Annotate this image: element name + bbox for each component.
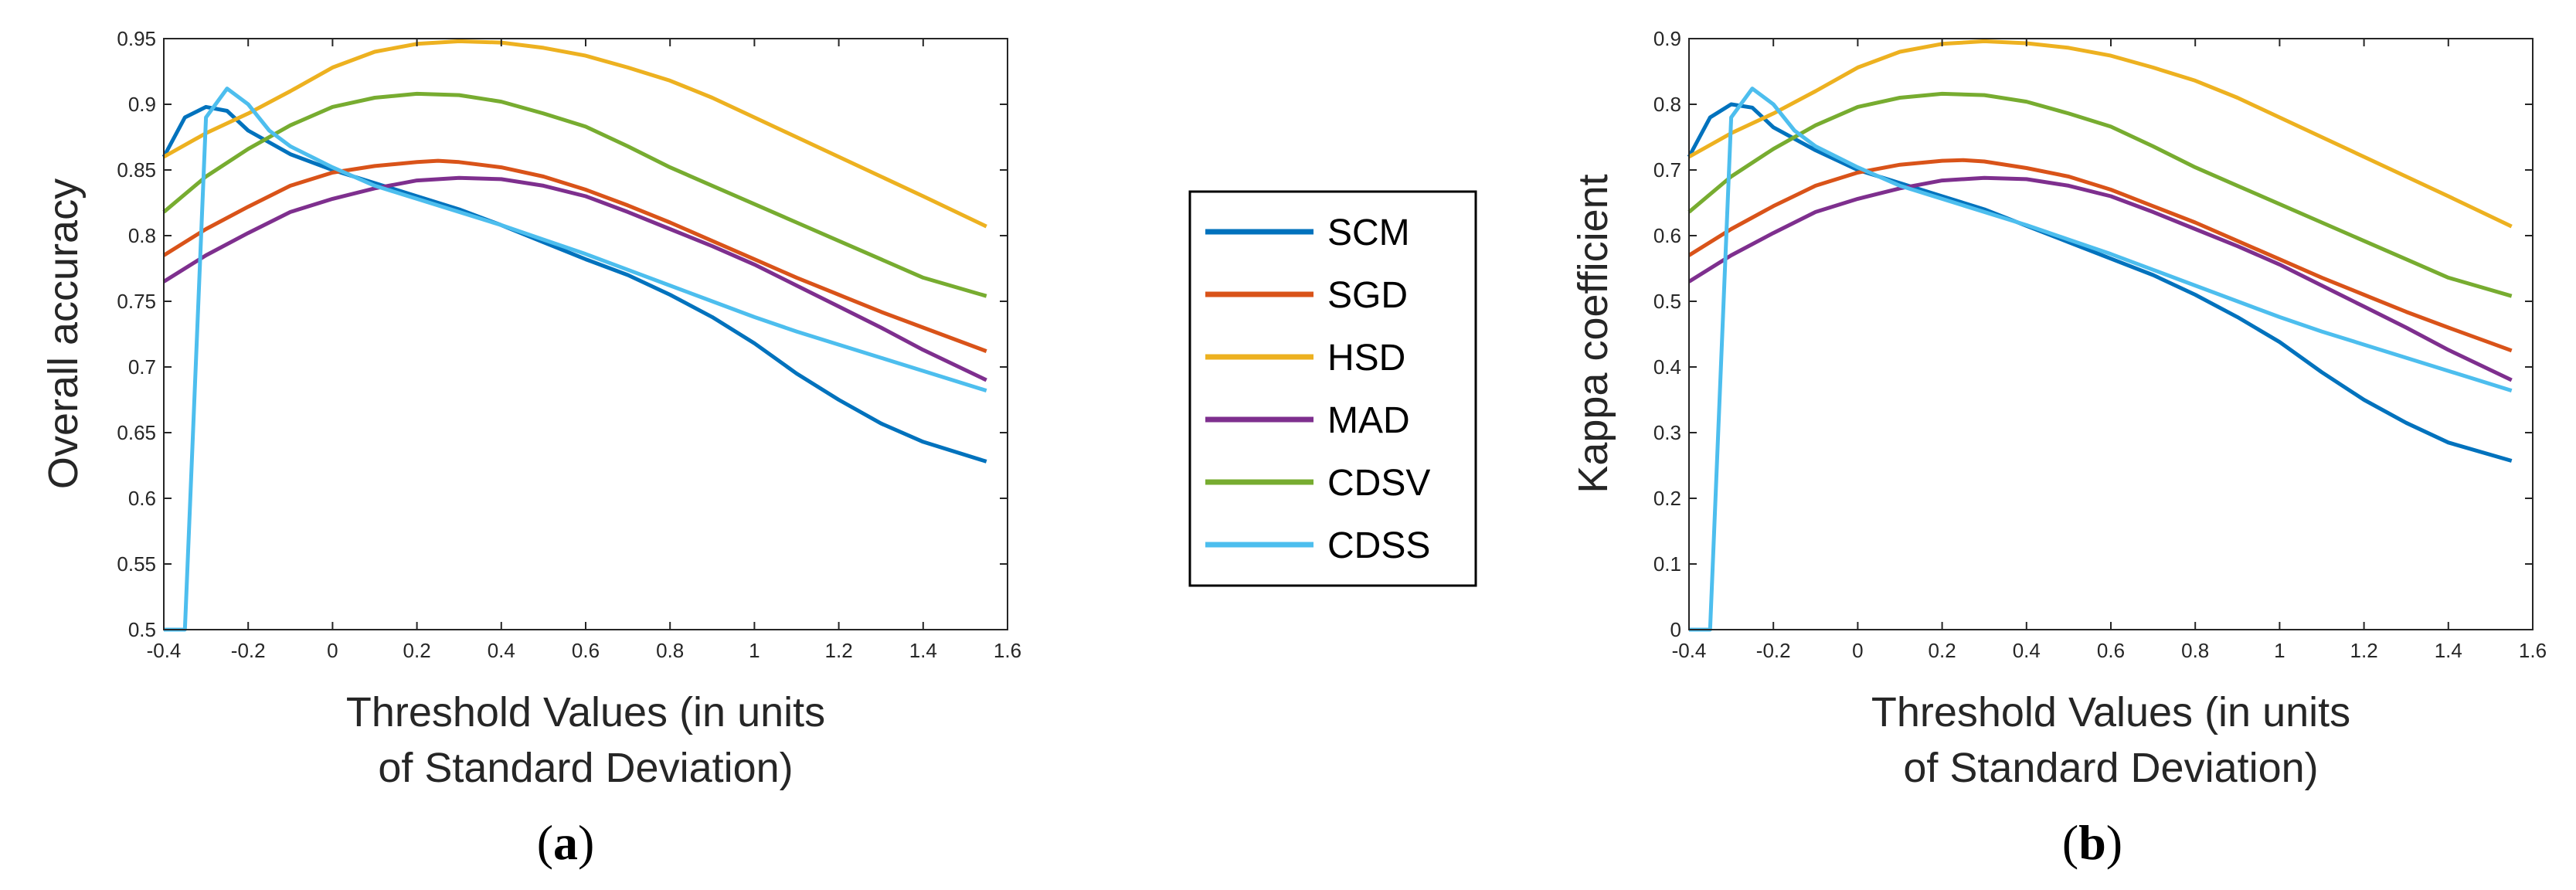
y-axis-label-b: Kappa coefficient [1570,174,1616,493]
series-line-scm-b [1687,102,2513,463]
y-tick-label-a: 0.95 [117,27,156,50]
x-tick-label-a: -0.4 [147,639,182,662]
ticks-a: -0.4 -0.2 0 0.2 0.4 0.6 0.8 1 1.2 1.4 1.6 0.5 0.55 0.… [117,27,1021,662]
y-tick-label-b: 0.4 [1653,355,1681,379]
y-tick-label-b: 0.1 [1653,552,1681,576]
series-line-mad-b [1687,175,2513,382]
series-line-sgd-b [1687,158,2513,353]
panel-label-a: (a) [537,815,595,870]
plot-area-a [161,39,987,632]
x-tick-label-b: 0.2 [1929,639,1956,662]
y-tick-label-b: 0.8 [1653,93,1681,116]
series-line-cdss-a [164,87,987,632]
series-line-hsd-a [162,39,987,229]
y-tick-label-b: 0.5 [1653,290,1681,313]
x-axis-label-a-line1: Threshold Values (in units [346,689,825,735]
x-tick-label-a: 0.8 [656,639,684,662]
series-line-sgd-a [162,158,987,353]
y-tick-label-a: 0.55 [117,552,156,576]
x-axis-label-b-line2: of Standard Deviation) [1903,745,2318,791]
y-axis-label-a: Overall accuracy [40,178,87,489]
x-axis-label-a-line2: of Standard Deviation) [378,745,793,791]
legend-label-scm: SCM [1327,212,1410,253]
x-tick-label-b: -0.4 [1672,639,1707,662]
y-tick-label-a: 0.85 [117,158,156,182]
y-tick-label-a: 0.9 [128,93,156,116]
panel-label-b-close: ) [2106,815,2122,870]
x-tick-label-a: 0.2 [403,639,431,662]
y-tick-label-b: 0.2 [1653,487,1681,510]
panel-label-b: (b) [2062,815,2122,870]
y-tick-label-b: 0.7 [1653,158,1681,182]
y-tick-label-b: 0.3 [1653,421,1681,444]
series-line-scm-a [161,104,987,464]
y-tick-label-b: 0.9 [1653,27,1681,50]
x-tick-label-b: 1 [2274,639,2285,662]
y-tick-label-a: 0.7 [128,355,156,379]
x-tick-label-a: -0.2 [231,639,266,662]
legend-label-hsd: HSD [1327,338,1405,379]
x-tick-label-b: 1.2 [2350,639,2378,662]
legend-label-cdsv: CDSV [1327,463,1430,504]
x-tick-label-b: 0 [1852,639,1863,662]
series-line-hsd-b [1687,39,2513,229]
x-tick-label-b: 0.6 [2097,639,2125,662]
series-line-cdss-b [1689,87,2513,632]
y-tick-label-a: 0.75 [117,290,156,313]
panel-label-b-letter: b [2078,815,2106,870]
ticks-b: -0.4 -0.2 0 0.2 0.4 0.6 0.8 1 1.2 1.4 1.6 0 0.1 0.2 0.… [1653,27,2547,662]
panel-label-a-open: ( [537,815,553,870]
y-tick-label-a: 0.5 [128,618,156,641]
x-tick-label-b: 1.6 [2519,639,2547,662]
x-axis-label-b-line1: Threshold Values (in units [1871,689,2350,735]
panel-label-a-letter: a [553,815,578,870]
plot-area-b [1687,39,2513,632]
legend-label-sgd: SGD [1327,275,1408,316]
legend: SCM SGD HSD MAD CDSV CDSS [1188,190,1477,587]
series-line-cdsv-b [1687,91,2513,298]
legend-box [1188,190,1477,587]
chart-panel-a: -0.4 -0.2 0 0.2 0.4 0.6 0.8 1 1.2 1.4 1.6 0.5 0.55 0.… [40,27,1021,870]
legend-label-mad: MAD [1327,400,1410,441]
y-tick-label-b: 0.6 [1653,224,1681,247]
y-tick-label-b: 0 [1670,618,1681,641]
x-tick-label-a: 0.4 [488,639,515,662]
y-tick-label-a: 0.8 [128,224,156,247]
panel-label-a-close: ) [578,815,594,870]
x-tick-label-b: 1.4 [2435,639,2462,662]
y-tick-label-a: 0.6 [128,487,156,510]
chart-panel-b: -0.4 -0.2 0 0.2 0.4 0.6 0.8 1 1.2 1.4 1.6 0 0.1 0.2 0.… [1570,27,2547,870]
x-tick-label-a: 1.2 [825,639,853,662]
x-tick-label-b: 0.4 [2013,639,2041,662]
x-tick-label-a: 0 [327,639,338,662]
series-line-mad-a [162,175,987,382]
y-tick-label-a: 0.65 [117,421,156,444]
x-tick-label-b: 0.8 [2181,639,2209,662]
x-tick-label-a: 0.6 [572,639,600,662]
x-tick-label-b: -0.2 [1756,639,1791,662]
panel-label-b-open: ( [2062,815,2078,870]
x-tick-label-a: 1.6 [994,639,1021,662]
x-tick-label-a: 1 [749,639,760,662]
x-tick-label-a: 1.4 [909,639,937,662]
series-line-cdsv-a [162,91,987,298]
legend-label-cdss: CDSS [1327,525,1430,566]
legend-items: SCM SGD HSD MAD CDSV CDSS [1205,212,1430,566]
